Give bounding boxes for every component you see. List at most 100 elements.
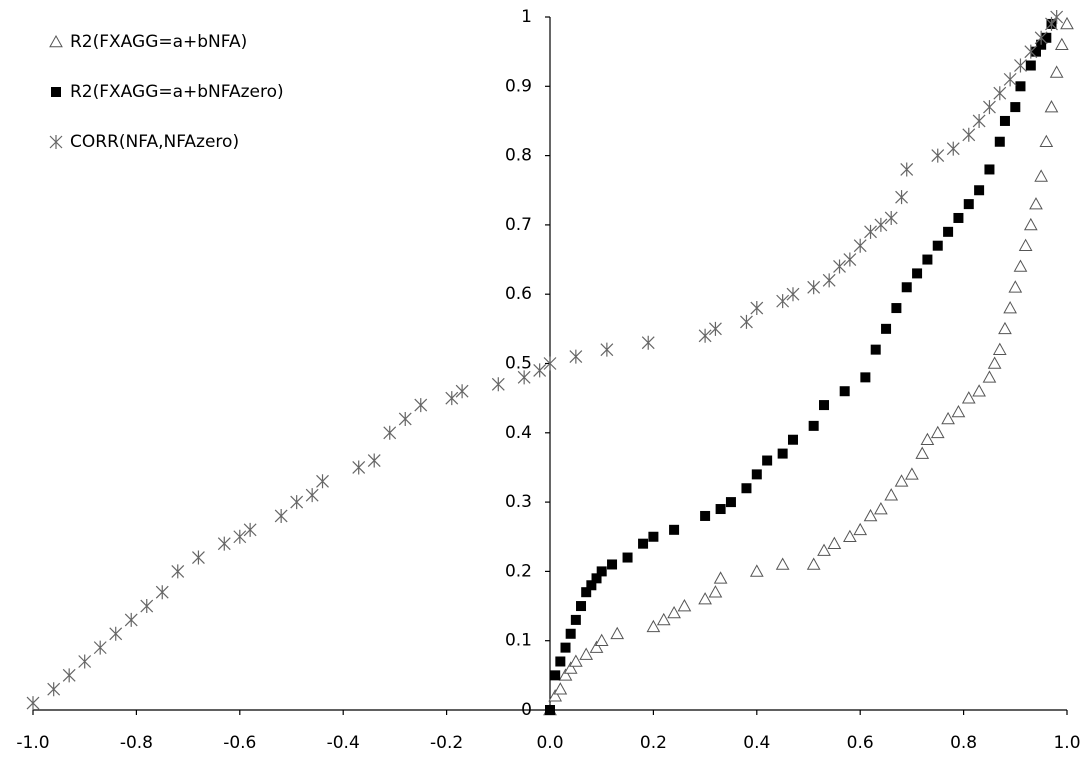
point — [78, 654, 92, 669]
point — [920, 432, 935, 446]
point — [1003, 301, 1017, 314]
point — [1049, 65, 1064, 78]
point — [698, 592, 712, 605]
point — [1018, 238, 1033, 251]
point — [715, 504, 726, 515]
x-tick-label: -1.0 — [16, 733, 49, 753]
point — [192, 550, 205, 565]
point — [808, 420, 819, 431]
point — [576, 601, 587, 612]
point — [1013, 259, 1028, 272]
point — [316, 474, 329, 489]
y-tick-label: 0.6 — [505, 284, 532, 304]
point — [1014, 58, 1027, 73]
point — [669, 524, 680, 535]
point — [946, 141, 960, 156]
point — [1024, 44, 1038, 59]
point — [1003, 72, 1017, 87]
x-tick-label: -0.6 — [223, 733, 256, 753]
point — [874, 217, 888, 232]
point — [983, 100, 996, 115]
point — [740, 314, 753, 329]
point — [47, 682, 61, 697]
x-tick-label: -0.8 — [120, 733, 153, 753]
point — [881, 323, 892, 334]
x-tick-label: -0.4 — [327, 733, 360, 753]
point — [1025, 60, 1036, 71]
series — [545, 18, 1057, 715]
point — [155, 585, 169, 600]
point — [860, 372, 871, 383]
point — [998, 321, 1012, 335]
point — [982, 370, 997, 383]
point — [1041, 32, 1052, 43]
point — [1029, 197, 1043, 210]
y-tick-label: 0.9 — [505, 76, 532, 96]
point — [591, 573, 602, 584]
point — [839, 386, 850, 397]
point — [610, 626, 625, 640]
point — [994, 136, 1005, 147]
y-tick-label: 0 — [521, 700, 532, 720]
point — [1060, 16, 1074, 30]
point — [555, 656, 566, 667]
point — [600, 342, 614, 357]
point — [884, 210, 898, 225]
point — [383, 425, 397, 440]
point — [570, 614, 581, 625]
point — [638, 538, 649, 549]
point — [545, 705, 555, 715]
point — [931, 148, 945, 163]
point — [863, 508, 878, 522]
point — [565, 628, 576, 639]
point — [987, 356, 1002, 369]
point — [843, 529, 857, 543]
point — [932, 240, 943, 251]
y-tick-label: 0.5 — [505, 354, 532, 374]
point — [1034, 169, 1048, 182]
point — [243, 522, 257, 537]
point — [870, 344, 881, 355]
point — [290, 495, 304, 510]
point — [171, 564, 185, 579]
point — [124, 612, 138, 627]
point — [807, 280, 821, 295]
point — [560, 642, 571, 653]
point — [943, 226, 954, 237]
point — [787, 434, 798, 445]
point — [900, 162, 914, 177]
point — [963, 199, 974, 210]
point — [140, 599, 154, 614]
point — [1015, 81, 1026, 92]
legend-label: R2(FXAGG=a+bNFA) — [70, 32, 247, 52]
point — [751, 469, 762, 480]
point — [972, 113, 986, 128]
point — [553, 682, 568, 695]
point — [951, 404, 966, 418]
point — [1044, 100, 1059, 113]
x-tick-label: 0.8 — [950, 733, 977, 753]
y-tick-label: 1 — [521, 7, 532, 27]
point — [864, 224, 877, 239]
legend: R2(FXAGG=a+bNFA) R2(FXAGG=a+bNFAzero) CORR… — [49, 32, 284, 152]
point — [558, 668, 573, 681]
series — [26, 10, 1064, 711]
point — [586, 580, 597, 591]
point — [622, 552, 633, 563]
point — [1050, 10, 1064, 24]
point — [922, 254, 933, 265]
x-tick-label: 0.0 — [536, 733, 563, 753]
x-tick-label: -0.2 — [430, 733, 463, 753]
point — [884, 488, 899, 501]
point — [62, 668, 76, 683]
point — [1045, 16, 1058, 31]
point — [109, 626, 123, 641]
point — [993, 86, 1007, 101]
point — [26, 696, 40, 711]
point — [713, 571, 728, 584]
point — [891, 303, 902, 314]
legend-marker — [49, 34, 63, 48]
point — [941, 411, 955, 425]
point — [700, 510, 711, 521]
point — [827, 536, 842, 549]
